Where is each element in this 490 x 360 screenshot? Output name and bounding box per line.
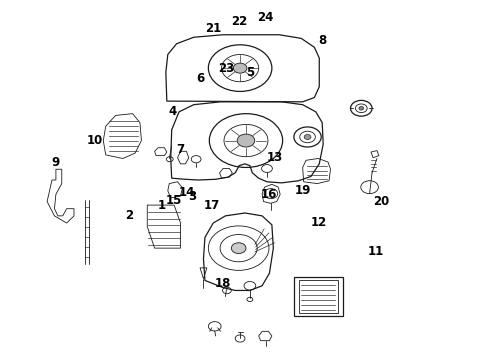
Text: 15: 15: [166, 194, 182, 207]
Text: 8: 8: [318, 33, 326, 47]
Text: 11: 11: [368, 245, 384, 258]
Text: 5: 5: [246, 66, 254, 79]
Text: 9: 9: [51, 156, 60, 169]
Text: 20: 20: [373, 195, 389, 208]
Text: 14: 14: [179, 186, 196, 199]
Text: 2: 2: [124, 210, 133, 222]
Text: 13: 13: [266, 150, 282, 163]
Text: 24: 24: [257, 12, 274, 24]
Text: 1: 1: [158, 199, 166, 212]
Text: 10: 10: [86, 134, 102, 147]
Circle shape: [359, 107, 364, 110]
Circle shape: [231, 243, 246, 253]
Circle shape: [304, 134, 311, 139]
Text: 17: 17: [204, 199, 220, 212]
Text: 4: 4: [169, 105, 177, 118]
Text: 19: 19: [294, 184, 311, 197]
Circle shape: [233, 63, 247, 73]
Text: 21: 21: [205, 22, 221, 35]
Text: 22: 22: [231, 15, 247, 28]
Text: 3: 3: [188, 190, 196, 203]
Text: 7: 7: [176, 143, 185, 156]
Text: 16: 16: [260, 188, 277, 201]
Text: 18: 18: [215, 278, 231, 291]
Text: 12: 12: [311, 216, 327, 229]
Text: 23: 23: [219, 62, 235, 75]
Circle shape: [237, 134, 255, 147]
Text: 6: 6: [196, 72, 204, 85]
